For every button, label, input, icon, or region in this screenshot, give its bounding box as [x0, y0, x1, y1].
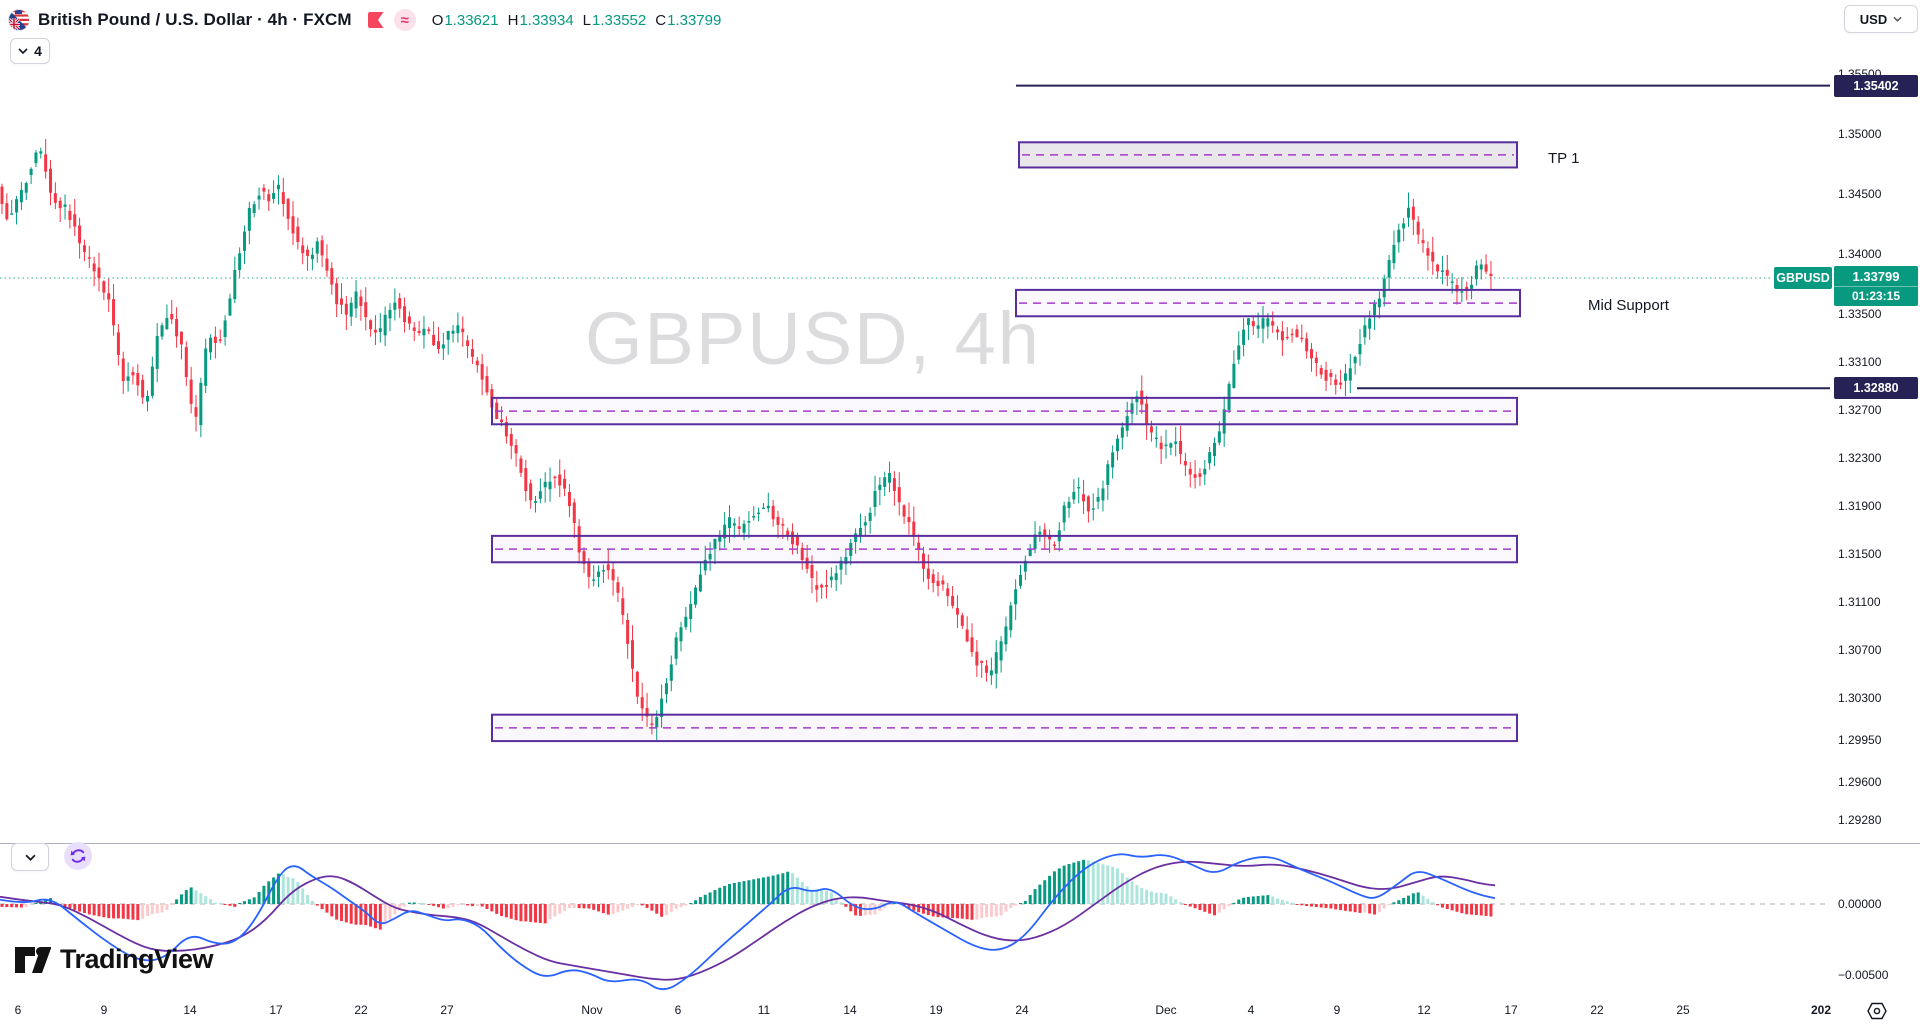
time-tick: 12 — [1417, 1003, 1431, 1017]
zone-13150[interactable] — [491, 534, 1518, 564]
price-tick: 1.33500 — [1838, 306, 1882, 321]
time-tick: 4 — [1247, 1003, 1255, 1017]
time-tick: 24 — [1015, 1003, 1029, 1017]
time-axis-settings-icon[interactable] — [1866, 1000, 1888, 1024]
price-tick: 1.29280 — [1838, 813, 1882, 828]
currency-value: USD — [1859, 11, 1888, 27]
time-tick: 17 — [1504, 1003, 1518, 1017]
approx-price-icon[interactable]: ≈ — [393, 9, 416, 31]
macd-signal-line — [0, 860, 1496, 981]
flagged-symbol-icon[interactable] — [366, 10, 386, 30]
tradingview-logo-icon — [15, 946, 51, 973]
mid-support-zone-label[interactable]: Mid Support — [1588, 297, 1669, 314]
chevron-down-icon — [18, 48, 28, 54]
symbol-header: British Pound / U.S. Dollar · 4h · FXCM … — [8, 6, 721, 34]
supply-demand-zones[interactable] — [491, 141, 1521, 743]
chevron-down-icon — [1893, 16, 1902, 22]
price-tick: 1.29600 — [1838, 774, 1882, 789]
price-tick: 1.34000 — [1838, 246, 1882, 261]
time-tick: 14 — [843, 1003, 857, 1017]
time-tick: 9 — [1333, 1003, 1341, 1017]
price-tick: 1.31900 — [1838, 498, 1882, 513]
price-tick: 1.30700 — [1838, 642, 1882, 657]
symbol-title[interactable]: British Pound / U.S. Dollar · 4h · FXCM — [38, 10, 352, 29]
indicator-minus-tick: −0.00500 — [1838, 968, 1889, 982]
time-tick: 22 — [1590, 1003, 1604, 1017]
time-tick: 202 — [1810, 1003, 1832, 1017]
mid-support-zone[interactable] — [1015, 288, 1521, 318]
close-value: 1.33799 — [667, 11, 722, 29]
time-tick: 22 — [354, 1003, 368, 1017]
time-tick: 6 — [14, 1003, 22, 1017]
time-tick: 19 — [929, 1003, 943, 1017]
symbol-price-badge[interactable]: GBPUSD — [1774, 267, 1832, 289]
macd-lines — [0, 853, 1496, 991]
collapse-count: 4 — [34, 43, 42, 59]
support-line-price-label: 1.32880 — [1834, 377, 1918, 400]
candles-layer — [0, 139, 1493, 741]
price-tick: 1.32700 — [1838, 402, 1882, 417]
indicator-collapse-button[interactable] — [11, 843, 49, 871]
indicator-zero-tick: 0.00000 — [1838, 897, 1882, 911]
chevron-down-icon — [24, 854, 36, 861]
indicator-reload-icon[interactable] — [64, 842, 92, 870]
price-tick: 1.32300 — [1838, 450, 1882, 465]
price-tick: 1.35000 — [1838, 126, 1882, 141]
time-tick: 17 — [269, 1003, 283, 1017]
time-tick: Nov — [581, 1003, 603, 1017]
time-tick: 14 — [183, 1003, 197, 1017]
low-label: L — [582, 11, 592, 29]
chart-watermark: GBPUSD, 4h — [585, 297, 1041, 380]
bar-countdown: 01:23:15 — [1851, 289, 1901, 303]
last-price-value: 1.33799 — [1834, 266, 1918, 287]
tp1-zone-label[interactable]: TP 1 — [1548, 150, 1580, 167]
open-value: 1.33621 — [444, 11, 499, 29]
macd-main-line — [0, 853, 1496, 991]
high-value: 1.33934 — [519, 11, 574, 29]
resistance-line-price-label: 1.35402 — [1834, 74, 1918, 97]
price-tick: 1.31100 — [1838, 594, 1881, 609]
high-label: H — [507, 11, 519, 29]
time-tick: 11 — [757, 1003, 771, 1017]
price-tick: 1.29950 — [1838, 732, 1882, 747]
price-tick: 1.33100 — [1838, 354, 1882, 369]
time-tick: 25 — [1676, 1003, 1690, 1017]
time-tick: 9 — [100, 1003, 108, 1017]
low-value: 1.33552 — [592, 11, 647, 29]
close-label: C — [655, 11, 667, 29]
open-label: O — [431, 11, 444, 29]
gbpusd-flag-icon[interactable] — [8, 9, 30, 31]
price-tick: 1.34500 — [1838, 186, 1882, 201]
price-tick: 1.30300 — [1838, 690, 1882, 705]
tradingview-wordmark: TradingView — [60, 944, 214, 974]
time-tick: 27 — [440, 1003, 454, 1017]
time-tick: 6 — [674, 1003, 682, 1017]
zone-13000[interactable] — [491, 713, 1518, 743]
zone-13270[interactable] — [491, 396, 1518, 426]
ohlc-values: O 1.33621 H 1.33934 L 1.33552 C 1.33799 — [432, 12, 722, 29]
object-tree-collapse-button[interactable]: 4 — [10, 38, 50, 64]
macd-histogram — [0, 859, 1493, 930]
tradingview-logo[interactable]: TradingView — [14, 944, 214, 975]
pane-separator[interactable] — [0, 843, 1920, 844]
last-price-label[interactable]: 1.33799 01:23:15 — [1834, 266, 1918, 306]
time-tick: Dec — [1155, 1003, 1177, 1017]
currency-dropdown[interactable]: USD — [1844, 5, 1918, 33]
price-tick: 1.31500 — [1838, 546, 1882, 561]
